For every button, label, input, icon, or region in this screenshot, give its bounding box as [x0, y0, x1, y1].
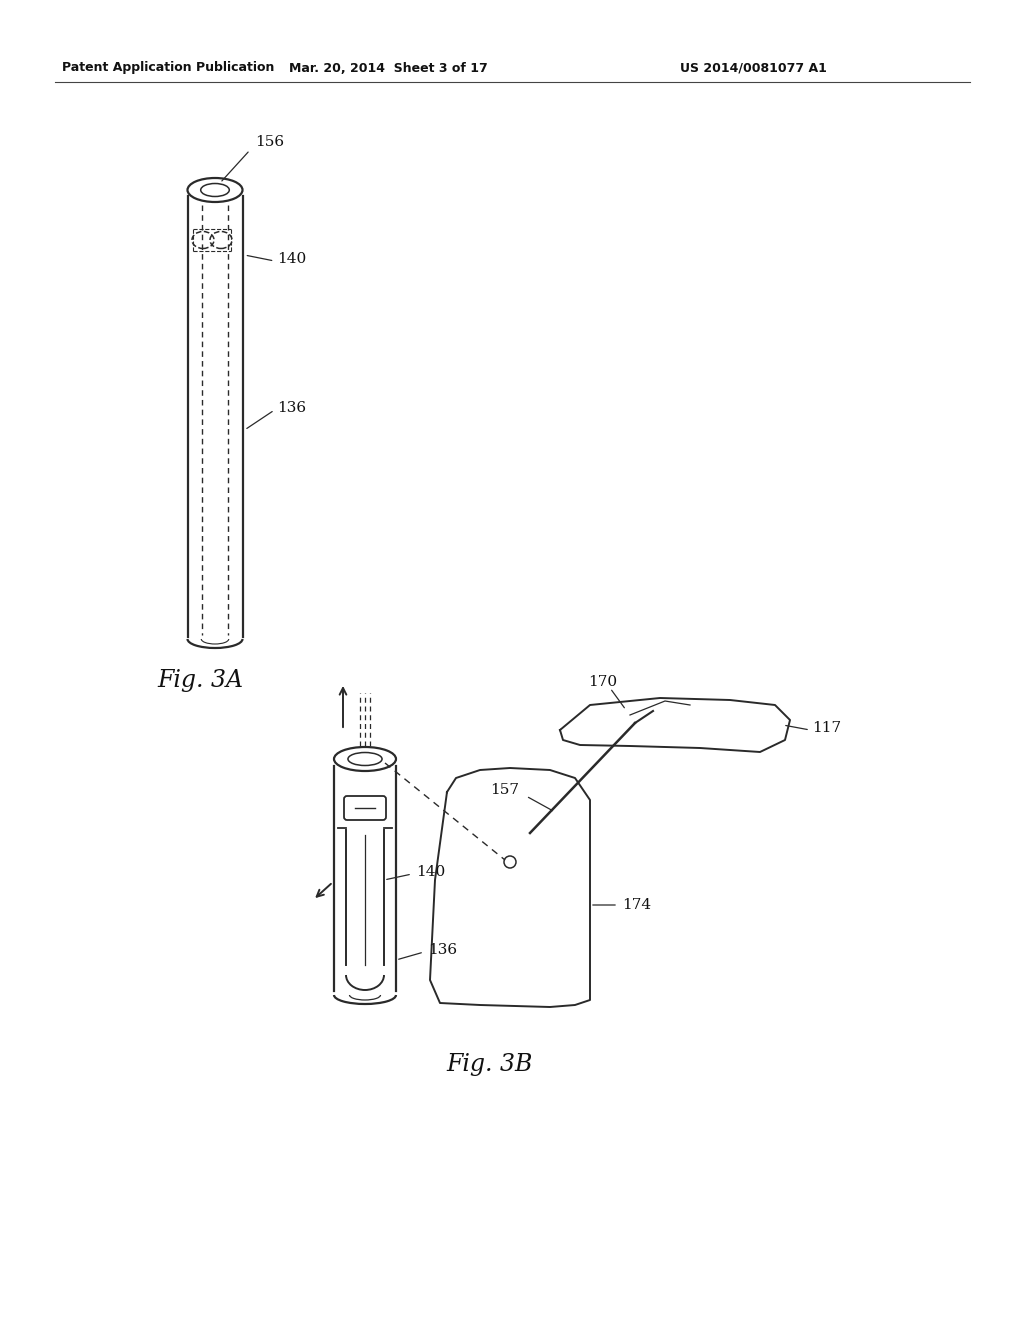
- Text: 170: 170: [589, 675, 617, 689]
- Text: Fig. 3B: Fig. 3B: [446, 1053, 534, 1077]
- Text: Fig. 3A: Fig. 3A: [157, 668, 243, 692]
- Text: Patent Application Publication: Patent Application Publication: [62, 62, 274, 74]
- Text: 157: 157: [490, 783, 519, 797]
- Text: 140: 140: [278, 252, 307, 267]
- Text: Mar. 20, 2014  Sheet 3 of 17: Mar. 20, 2014 Sheet 3 of 17: [289, 62, 487, 74]
- Text: 174: 174: [622, 898, 651, 912]
- Text: 136: 136: [428, 942, 457, 957]
- Text: 117: 117: [812, 721, 841, 735]
- Text: 136: 136: [278, 401, 306, 414]
- Text: 156: 156: [255, 135, 284, 149]
- Text: 140: 140: [416, 865, 445, 879]
- Text: US 2014/0081077 A1: US 2014/0081077 A1: [680, 62, 826, 74]
